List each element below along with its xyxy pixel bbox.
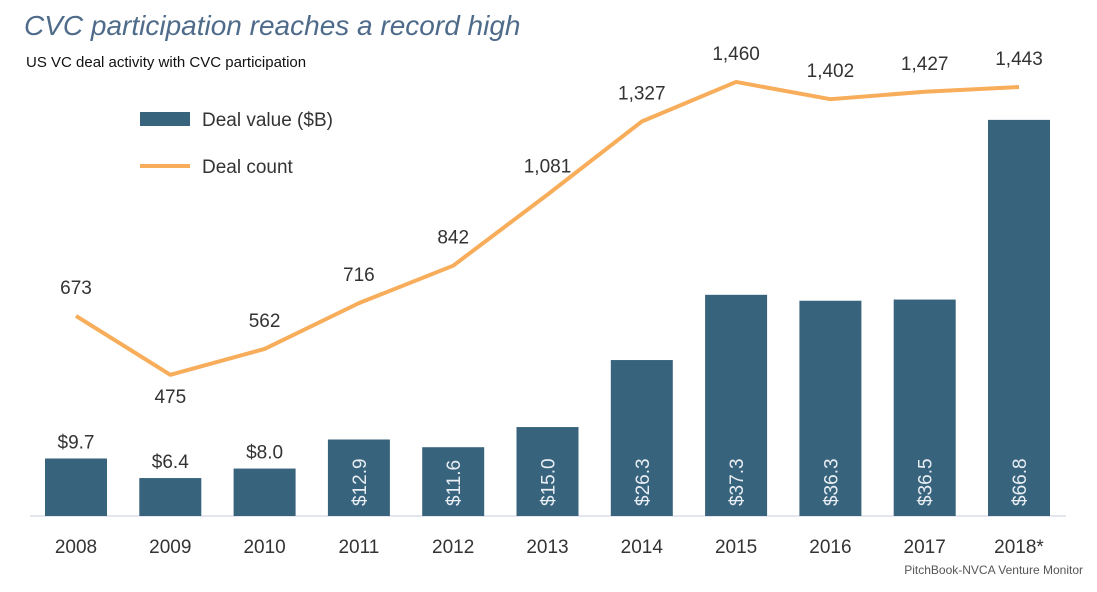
bar-label: $9.7 xyxy=(58,432,95,453)
x-tick-label: 2009 xyxy=(149,537,191,558)
bar-2010 xyxy=(233,468,296,516)
line-label: 1,427 xyxy=(901,54,949,75)
line-label: 1,402 xyxy=(807,61,855,82)
x-tick-label: 2017 xyxy=(904,537,946,558)
x-tick-label: 2014 xyxy=(621,537,664,558)
bar-label: $12.9 xyxy=(350,458,371,506)
x-tick-label: 2010 xyxy=(243,537,285,558)
bar-2011 xyxy=(327,439,390,516)
line-label: 475 xyxy=(154,387,186,408)
bar-2008 xyxy=(45,458,107,516)
bar-label: $37.3 xyxy=(727,458,748,506)
chart-title: CVC participation reaches a record high xyxy=(24,10,521,41)
x-tick-label: 2013 xyxy=(526,537,568,558)
bar-label: $11.6 xyxy=(444,460,465,506)
bar-2017 xyxy=(893,299,956,516)
bar-2012 xyxy=(422,447,485,516)
bar-2013 xyxy=(516,427,579,516)
bar-label: $8.0 xyxy=(246,443,283,464)
bar-2018* xyxy=(988,119,1050,516)
bar-label: $36.5 xyxy=(916,458,937,506)
bar-2014 xyxy=(610,360,673,516)
x-tick-label: 2015 xyxy=(715,537,757,558)
line-label: 1,443 xyxy=(995,49,1043,70)
bar-label: $36.3 xyxy=(821,458,842,506)
bar-label: $15.0 xyxy=(539,458,560,506)
deal-count-line xyxy=(74,79,1020,377)
bar-label: $66.8 xyxy=(1010,458,1031,506)
legend-line-label: Deal count xyxy=(202,157,294,178)
line-label: 1,327 xyxy=(618,83,666,104)
x-tick-label: 2018* xyxy=(994,537,1044,558)
line-label: 673 xyxy=(60,278,92,299)
x-tick-label: 2008 xyxy=(55,537,97,558)
line-label: 1,081 xyxy=(524,157,572,178)
bar-label: $6.4 xyxy=(152,452,189,473)
line-label: 842 xyxy=(437,228,469,249)
bar-2016 xyxy=(799,300,862,516)
x-tick-label: 2016 xyxy=(809,537,851,558)
x-tick-label: 2012 xyxy=(432,537,474,558)
bar-2009 xyxy=(139,478,202,516)
chart-subtitle: US VC deal activity with CVC participati… xyxy=(26,54,307,71)
legend-bar-swatch xyxy=(140,112,190,126)
bar-2015 xyxy=(705,294,768,516)
line-label: 562 xyxy=(249,311,281,332)
x-tick-label: 2011 xyxy=(338,537,379,558)
line-label: 1,460 xyxy=(712,44,760,65)
legend-bar-label: Deal value ($B) xyxy=(202,110,333,131)
line-label: 716 xyxy=(343,265,375,286)
bar-label: $26.3 xyxy=(633,458,654,506)
chart-source: PitchBook-NVCA Venture Monitor xyxy=(904,563,1083,577)
